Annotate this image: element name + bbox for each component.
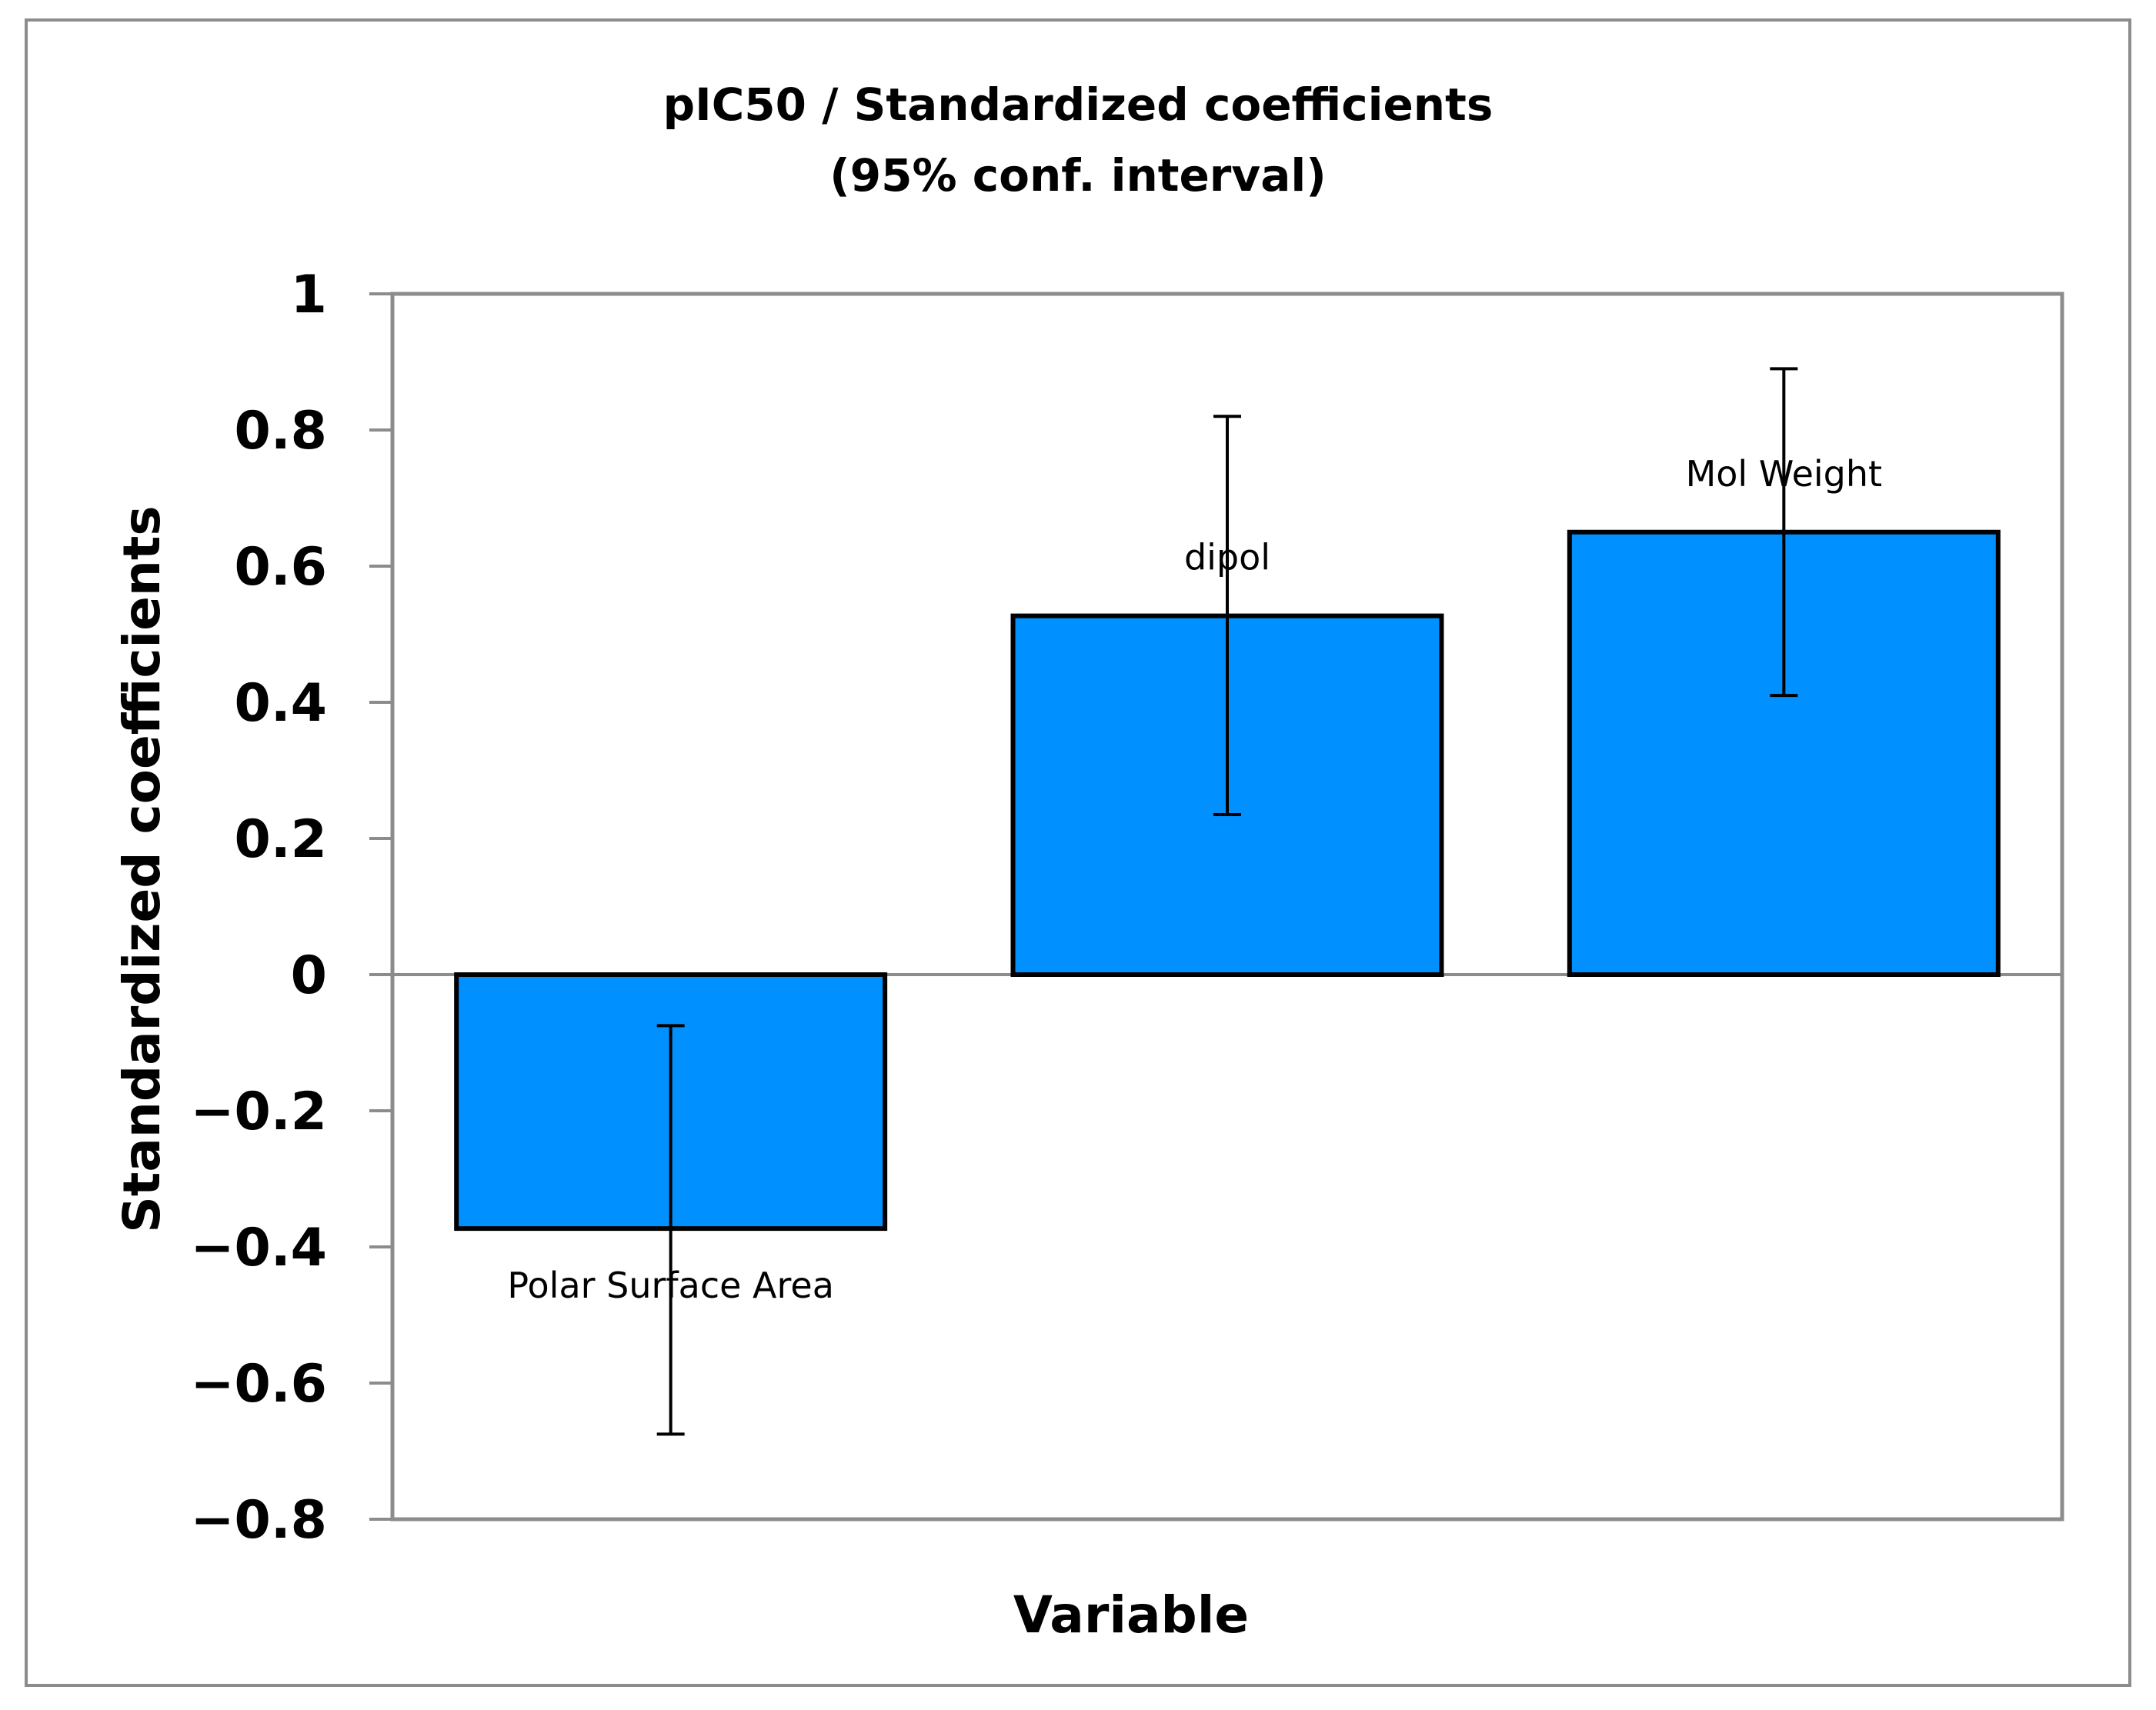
y-axis-title: Standardized coefficients [112,505,172,1232]
y-tick-label: 1 [291,265,327,325]
bar-label: Mol Weight [1686,453,1883,495]
chart-title-line-1: pIC50 / Standardized coefficients [663,78,1494,131]
bar-label: dipol [1184,537,1270,578]
y-tick-label: 0.4 [235,673,327,734]
y-tick-label: 0.6 [235,537,327,598]
chart-title-line-2: (95% conf. interval) [829,149,1327,202]
y-tick-label: 0.2 [235,809,327,870]
y-tick-label: 0.8 [235,401,327,462]
x-axis-title: Variable [1013,1585,1249,1645]
chart-frame [25,18,2131,1687]
y-tick-label: −0.2 [191,1082,327,1142]
bars-group: Polar Surface Area dipol Mol Weight [454,367,2001,1436]
y-tick-label: −0.4 [191,1218,327,1278]
bar-label: Polar Surface Area [507,1265,833,1306]
y-axis: 1 0.8 0.6 0.4 0.2 0 −0.2 −0.4 −0.6 −0.8 [191,265,392,1551]
y-tick-label: 0 [291,945,327,1006]
y-tick-label: −0.8 [191,1490,327,1551]
y-tick-label: −0.6 [191,1354,327,1415]
plot-area [390,292,2064,1522]
